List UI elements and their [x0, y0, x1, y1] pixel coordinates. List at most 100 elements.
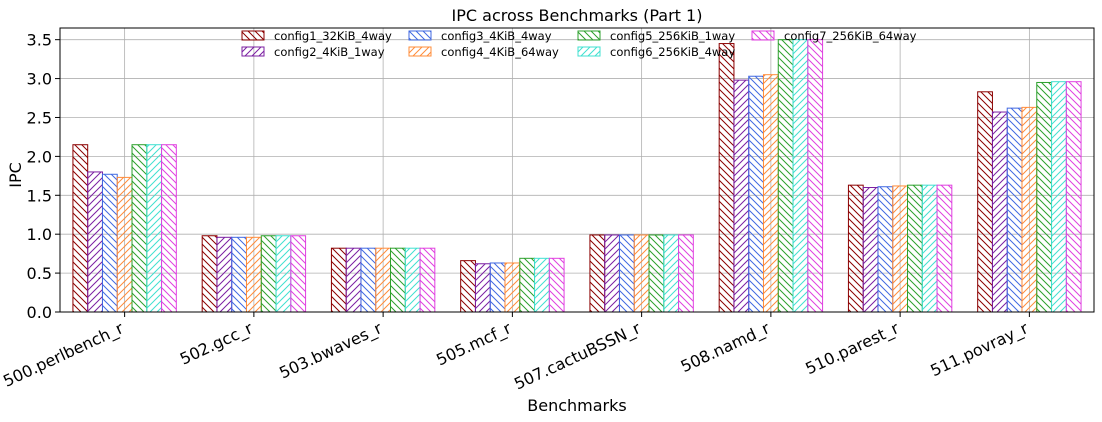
- y-tick-label: 3.5: [27, 31, 52, 50]
- bar: [663, 234, 680, 313]
- x-tick-label: 502.gcc_r: [177, 318, 256, 369]
- bar: [1036, 81, 1053, 313]
- plot-frame: [59, 27, 1095, 313]
- x-axis-ticks: 500.perlbench_r 502.gcc_r 503.bwaves_r 505.…: [0, 312, 1032, 394]
- bar: [216, 236, 233, 313]
- bar: [161, 144, 177, 313]
- x-tick-label: 508.namd_r: [678, 318, 774, 377]
- bar: [718, 43, 735, 313]
- bar: [489, 262, 506, 313]
- bar: [101, 173, 118, 313]
- x-tick-label: 510.parest_r: [802, 318, 902, 379]
- y-axis-ticks: 0.0 0.5 1.0 1.5 2.0 2.5 3.0 3.5: [27, 31, 60, 322]
- x-tick-label: 511.povray_r: [927, 318, 1031, 381]
- bar: [762, 74, 779, 313]
- bar: [290, 235, 307, 313]
- x-tick-label: 503.bwaves_r: [276, 318, 385, 383]
- bar: [618, 234, 635, 313]
- x-tick-label: 505.mcf_r: [433, 318, 515, 370]
- bar: [275, 235, 292, 313]
- y-tick-label: 1.5: [27, 186, 52, 205]
- legend-label: config3_4KiB_4way: [441, 29, 552, 43]
- bar: [131, 144, 148, 313]
- bars: [72, 39, 1082, 313]
- bar: [1021, 106, 1038, 313]
- x-tick-label: 500.perlbench_r: [0, 318, 127, 391]
- bar-group-507.cactuBSSN_r: [589, 234, 694, 313]
- y-tick-label: 0.5: [27, 264, 52, 283]
- bar: [936, 184, 953, 313]
- y-tick-label: 1.0: [27, 225, 52, 244]
- bar: [548, 257, 565, 313]
- bar: [589, 234, 606, 313]
- bar-group-503.bwaves_r: [330, 247, 436, 313]
- bar: [72, 144, 89, 313]
- y-tick-label: 2.5: [27, 108, 52, 127]
- bar: [807, 39, 824, 313]
- bar: [504, 262, 521, 313]
- bar-group-500.perlbench_r: [72, 144, 177, 313]
- legend-item: config4_4KiB_64way: [408, 45, 559, 59]
- bar-group-502.gcc_r: [201, 235, 307, 313]
- x-axis-title: Benchmarks: [527, 396, 626, 415]
- bar: [921, 184, 938, 313]
- bar-group-505.mcf_r: [460, 257, 565, 313]
- bar: [907, 184, 923, 313]
- legend-swatch: [408, 30, 432, 41]
- legend-swatch: [751, 30, 775, 41]
- bar: [116, 176, 133, 313]
- bar: [419, 247, 436, 313]
- bar: [648, 234, 665, 313]
- bar: [991, 111, 1008, 313]
- y-tick-label: 2.0: [27, 147, 52, 166]
- bar: [792, 39, 809, 313]
- bar-group-511.povray_r: [977, 81, 1082, 313]
- bar: [231, 236, 247, 313]
- bar: [534, 257, 550, 313]
- bar: [892, 185, 909, 313]
- bar: [877, 186, 894, 313]
- bar: [330, 247, 347, 313]
- legend-swatch: [577, 30, 601, 41]
- legend-label: config2_4KiB_1way: [274, 45, 385, 59]
- legend-item: config1_32KiB_4way: [241, 29, 392, 43]
- bar: [260, 235, 277, 313]
- legend-label: config7_256KiB_64way: [784, 29, 917, 43]
- bar: [604, 234, 620, 313]
- bar: [633, 234, 650, 313]
- legend-swatch: [408, 46, 432, 57]
- bar: [245, 236, 262, 313]
- bar-group-510.parest_r: [847, 184, 953, 313]
- bar: [777, 39, 794, 313]
- bar-group-508.namd_r: [718, 39, 824, 313]
- bar: [404, 247, 421, 313]
- bar: [748, 75, 764, 313]
- bar: [460, 260, 476, 313]
- y-tick-label: 0.0: [27, 303, 52, 322]
- y-tick-label: 3.0: [27, 70, 52, 89]
- bar: [678, 234, 694, 313]
- x-tick-label: 507.cactuBSSN_r: [511, 318, 644, 394]
- legend-item: config7_256KiB_64way: [751, 29, 917, 43]
- bar: [345, 247, 362, 313]
- legend: config1_32KiB_4way config2_4KiB_1way confi…: [241, 29, 917, 59]
- bar: [201, 235, 218, 313]
- bar: [977, 91, 993, 313]
- bar: [733, 79, 750, 313]
- bar: [1006, 107, 1023, 313]
- bar: [87, 171, 103, 313]
- legend-label: config1_32KiB_4way: [274, 29, 392, 43]
- bar: [1051, 81, 1067, 313]
- legend-swatch: [241, 30, 265, 41]
- y-axis-title: IPC: [6, 162, 25, 188]
- legend-swatch: [241, 46, 265, 57]
- legend-swatch: [577, 46, 601, 57]
- legend-label: config5_256KiB_1way: [610, 29, 735, 43]
- bar: [1065, 81, 1082, 313]
- bar: [519, 257, 536, 313]
- bar: [375, 247, 392, 313]
- bar: [360, 247, 377, 313]
- legend-item: config2_4KiB_1way: [241, 45, 385, 59]
- legend-item: config5_256KiB_1way: [577, 29, 735, 43]
